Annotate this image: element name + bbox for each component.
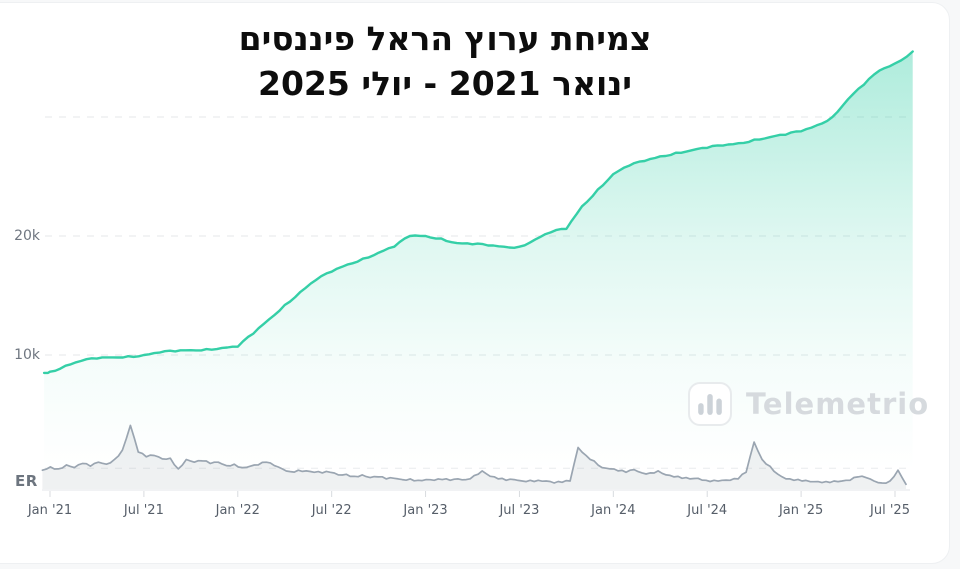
er-axis-label: ER <box>15 472 38 490</box>
x-axis-label: Jan '23 <box>403 503 448 518</box>
er-line <box>41 424 907 486</box>
x-axis-label: Jul '25 <box>870 503 910 518</box>
x-axis-label: Jul '24 <box>687 503 728 518</box>
y-axis-label-20k: 20k <box>14 228 40 244</box>
chart-title-line1: צמיחת ערוץ הראל פיננסים <box>238 19 652 58</box>
x-axis-label: Jan '22 <box>215 503 260 518</box>
telemetrio-bar-chart-icon <box>688 382 732 426</box>
y-axis-label-10k: 10k <box>14 347 40 363</box>
chart-title: צמיחת ערוץ הראל פיננסים ינואר 2021 - יול… <box>165 16 725 106</box>
x-axis-label: Jan '21 <box>27 503 73 518</box>
x-axis-label: Jul '22 <box>311 503 352 518</box>
x-axis-label: Jan '25 <box>778 503 824 518</box>
telemetrio-logo-text: Telemetrio <box>746 387 930 421</box>
x-axis-label: Jul '21 <box>123 503 164 518</box>
subscribers-line <box>42 50 914 375</box>
x-axis-label: Jan '24 <box>591 503 636 518</box>
er-area <box>42 425 906 489</box>
chart-title-line2: ינואר 2021 - יולי 2025 <box>258 64 632 103</box>
telemetrio-watermark: Telemetrio <box>688 382 929 426</box>
x-axis-label: Jul '23 <box>499 503 540 518</box>
bar-chart-glyph <box>698 394 722 415</box>
subscribers-area <box>44 51 913 484</box>
